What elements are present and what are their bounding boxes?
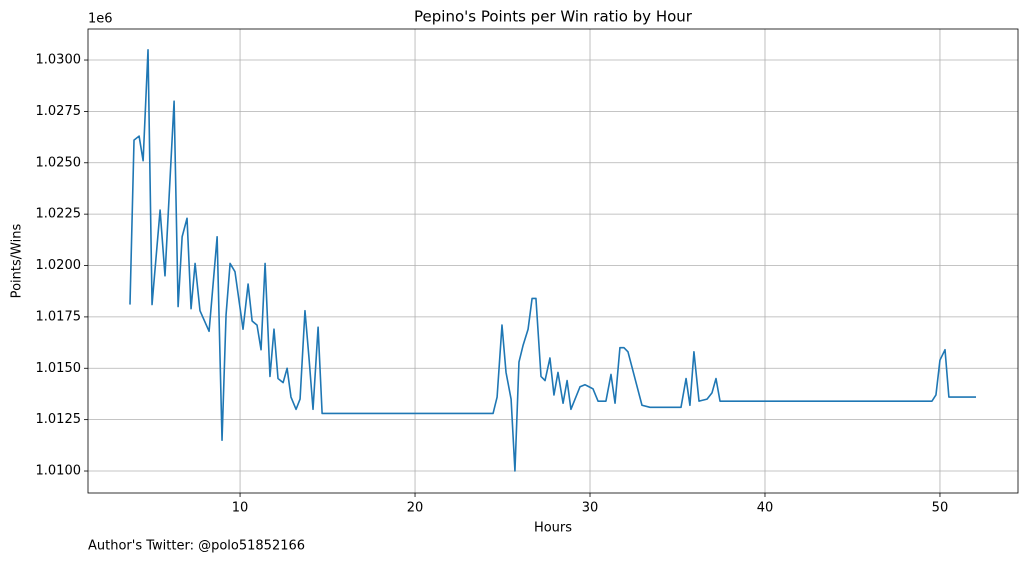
x-tick-label: 40 [757, 501, 774, 516]
y-tick-label: 1.0250 [36, 155, 82, 170]
y-tick-label: 1.0100 [36, 464, 82, 479]
y-tick-label: 1.0150 [36, 361, 82, 376]
x-tick-label: 50 [932, 501, 949, 516]
x-tick-label: 30 [582, 501, 599, 516]
plot-frame [87, 28, 1019, 494]
chart-title: Pepino's Points per Win ratio by Hour [414, 8, 693, 26]
x-axis-label: Hours [534, 521, 572, 536]
y-tick-label: 1.0200 [36, 258, 82, 273]
y-tick-label: 1.0275 [36, 104, 82, 119]
y-tick-label: 1.0175 [36, 309, 82, 324]
x-tick-label: 20 [407, 501, 424, 516]
data-line [129, 48, 977, 472]
y-tick-label: 1.0300 [36, 53, 82, 68]
y-offset-label: 1e6 [88, 12, 113, 27]
x-tick-label: 10 [232, 501, 249, 516]
footnote: Author's Twitter: @polo51852166 [88, 539, 305, 554]
y-tick-label: 1.0125 [36, 412, 82, 427]
y-tick-label: 1.0225 [36, 207, 82, 222]
y-axis-label: Points/Wins [10, 223, 25, 298]
